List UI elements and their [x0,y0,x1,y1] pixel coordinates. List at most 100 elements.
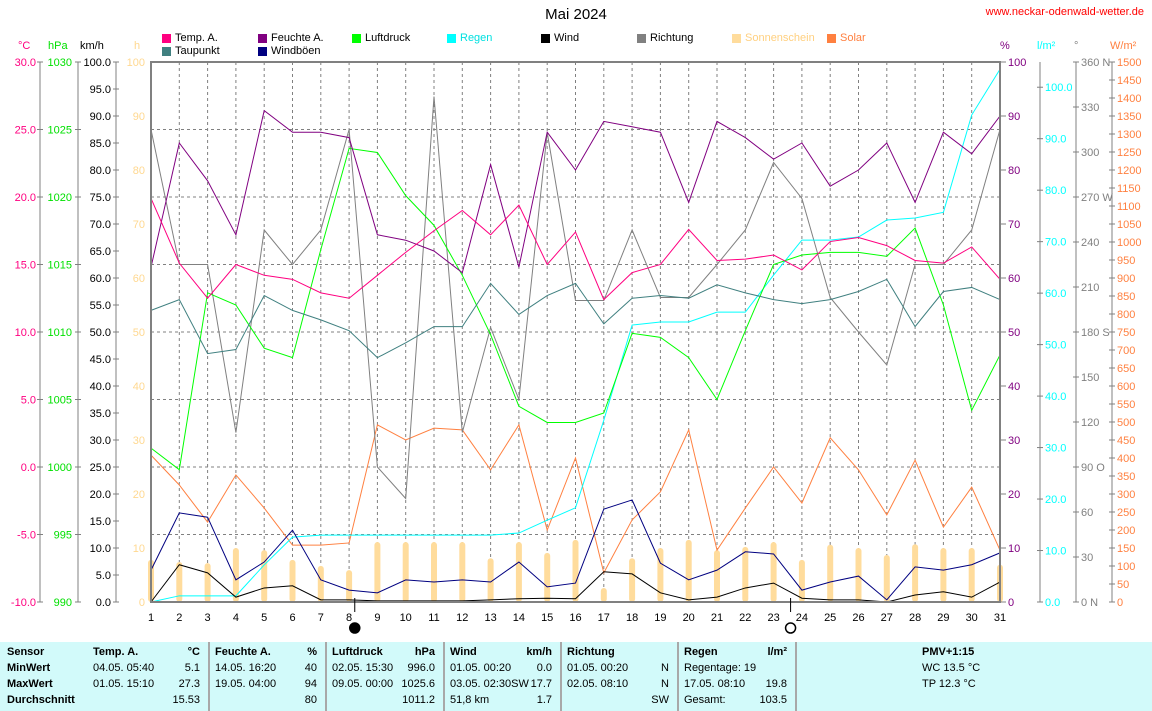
axis-tick-label: 250 [1117,507,1135,519]
axis-tick-label: 1400 [1117,93,1141,105]
col-rain: Regen l/m² Regentage: 19 17.05. 08:10 19.8 Ge… [677,642,795,711]
x-tick-label: 23 [767,612,779,624]
legend-item: Richtung [637,32,693,44]
legend-item: Temp. A. [162,32,218,44]
sunshine-bar [544,552,551,602]
axis-tick-label: 20.0 [1045,494,1066,506]
cell-label: 17.05. 08:10 [684,678,746,690]
legend-label: Wind [554,32,580,44]
axis-tick-label: 0.0 [21,462,36,474]
header-wind: Wind [450,646,477,658]
legend-item: Regen [447,32,492,44]
series-line-solar [150,423,1001,575]
axis-tick-label: -5.0 [17,530,36,542]
legend-swatch [162,46,171,56]
cell-value: 19.8 [765,678,787,690]
axis-unit-hum: % [1000,40,1010,52]
x-tick-label: 28 [909,612,921,624]
legend-label: Windböen [271,45,321,57]
stats-table: Sensor MinWert MaxWert Durchschnitt Temp… [0,642,1152,711]
sunshine-bar [261,550,268,602]
axis-tick-label: 100 [1008,57,1026,69]
axis-tick-label: 5.0 [21,395,36,407]
axis-tick-label: 60 [1008,273,1020,285]
full-moon-icon [784,622,797,634]
axis-tick-label: 90 [1008,111,1020,123]
weather-chart: -10.0-5.00.05.010.015.020.025.030.099099… [11,57,1141,634]
sunshine-bar [459,542,466,602]
sunshine-bar [572,539,579,602]
x-tick-label: 5 [261,612,267,624]
cell-value: 103.5 [759,694,787,706]
axis-tick-label: 950 [1117,255,1135,267]
x-tick-label: 3 [205,612,211,624]
x-tick-label: 29 [937,612,949,624]
axis-tick-label: 1200 [1117,165,1141,177]
cell-value: 1.7 [536,694,552,706]
sunshine-bar [912,544,919,602]
x-tick-label: 26 [852,612,864,624]
legend-item: Windböen [258,45,321,57]
legend-item: Luftdruck [352,32,410,44]
sunshine-bar [232,548,239,602]
col-wind: Wind km/h 01.05. 00:20 0.0 03.05. 02:30SW 17.… [443,642,560,711]
sunshine-bar [657,548,664,602]
cell-label: Gesamt: [684,694,726,706]
axis-tick-label: 600 [1117,381,1135,393]
unit-temp: °C [187,646,200,658]
legend-item: Taupunkt [162,45,220,57]
legend-swatch [258,46,267,56]
axis-tick-label: 200 [1117,525,1135,537]
axis-unit-temp: °C [18,40,31,52]
sunshine-bar [855,548,862,602]
axis-tick-label: 15.0 [90,516,111,528]
axis-tick-label: 40.0 [90,381,111,393]
axis-tick-label: 90 [133,111,145,123]
axis-tick-label: 550 [1117,399,1135,411]
sunshine-bar [827,544,834,602]
series-line-feuchte-a- [150,109,1001,274]
cell-label: 03.05. 02:30SW [450,678,529,690]
sunshine-bar [346,570,353,602]
legend-item: Sonnenschein [732,32,815,44]
axis-tick-label: 20.0 [90,489,111,501]
site-link[interactable]: www.neckar-odenwald-wetter.de [985,6,1144,18]
unit-press: hPa [414,646,435,658]
sunshine-bar [685,539,692,602]
x-tick-label: 12 [456,612,468,624]
sunshine-bar [770,542,777,602]
cell-value: 996.0 [407,662,435,674]
pmv-header: PMV+1:15 [922,646,975,658]
axis-tick-label: 50 [133,327,145,339]
x-tick-label: 2 [176,612,182,624]
cell-label: 02.05. 15:30 [332,662,394,674]
legend-label: Richtung [650,32,694,44]
series-line-temp-a- [150,198,1001,301]
cell-value: 94 [304,678,317,690]
series-line-richtung [150,96,1001,500]
cell-value: N [661,662,669,674]
cell-label: 19.05. 04:00 [215,678,277,690]
x-tick-label: 17 [598,612,610,624]
sunshine-bar [431,542,437,602]
axis-unit-sun: h [134,40,141,52]
axis-tick-label: 1005 [48,395,72,407]
col-dir: Richtung 01.05. 00:20 N 02.05. 08:10 N SW [560,642,677,711]
legend-swatch [827,33,836,43]
sunshine-bar [289,559,296,602]
sunshine-bar [968,548,975,602]
legend-label: Temp. A. [175,32,218,44]
row-label-min: MinWert [7,662,51,674]
x-tick-label: 7 [318,612,324,624]
axis-tick-label: 0 [139,597,145,609]
axis-unit-press: hPa [48,40,68,52]
axis-tick-label: 150 [1081,372,1099,384]
axis-unit-wind: km/h [80,40,104,52]
axis-tick-label: 70 [133,219,145,231]
x-tick-label: 15 [541,612,553,624]
axis-tick-label: 1025 [48,125,72,137]
axis-tick-label: 80.0 [90,165,111,177]
axis-unit-dir: ° [1074,40,1079,52]
axis-tick-label: 270 W [1081,192,1113,204]
series-line-regen [150,68,1001,603]
